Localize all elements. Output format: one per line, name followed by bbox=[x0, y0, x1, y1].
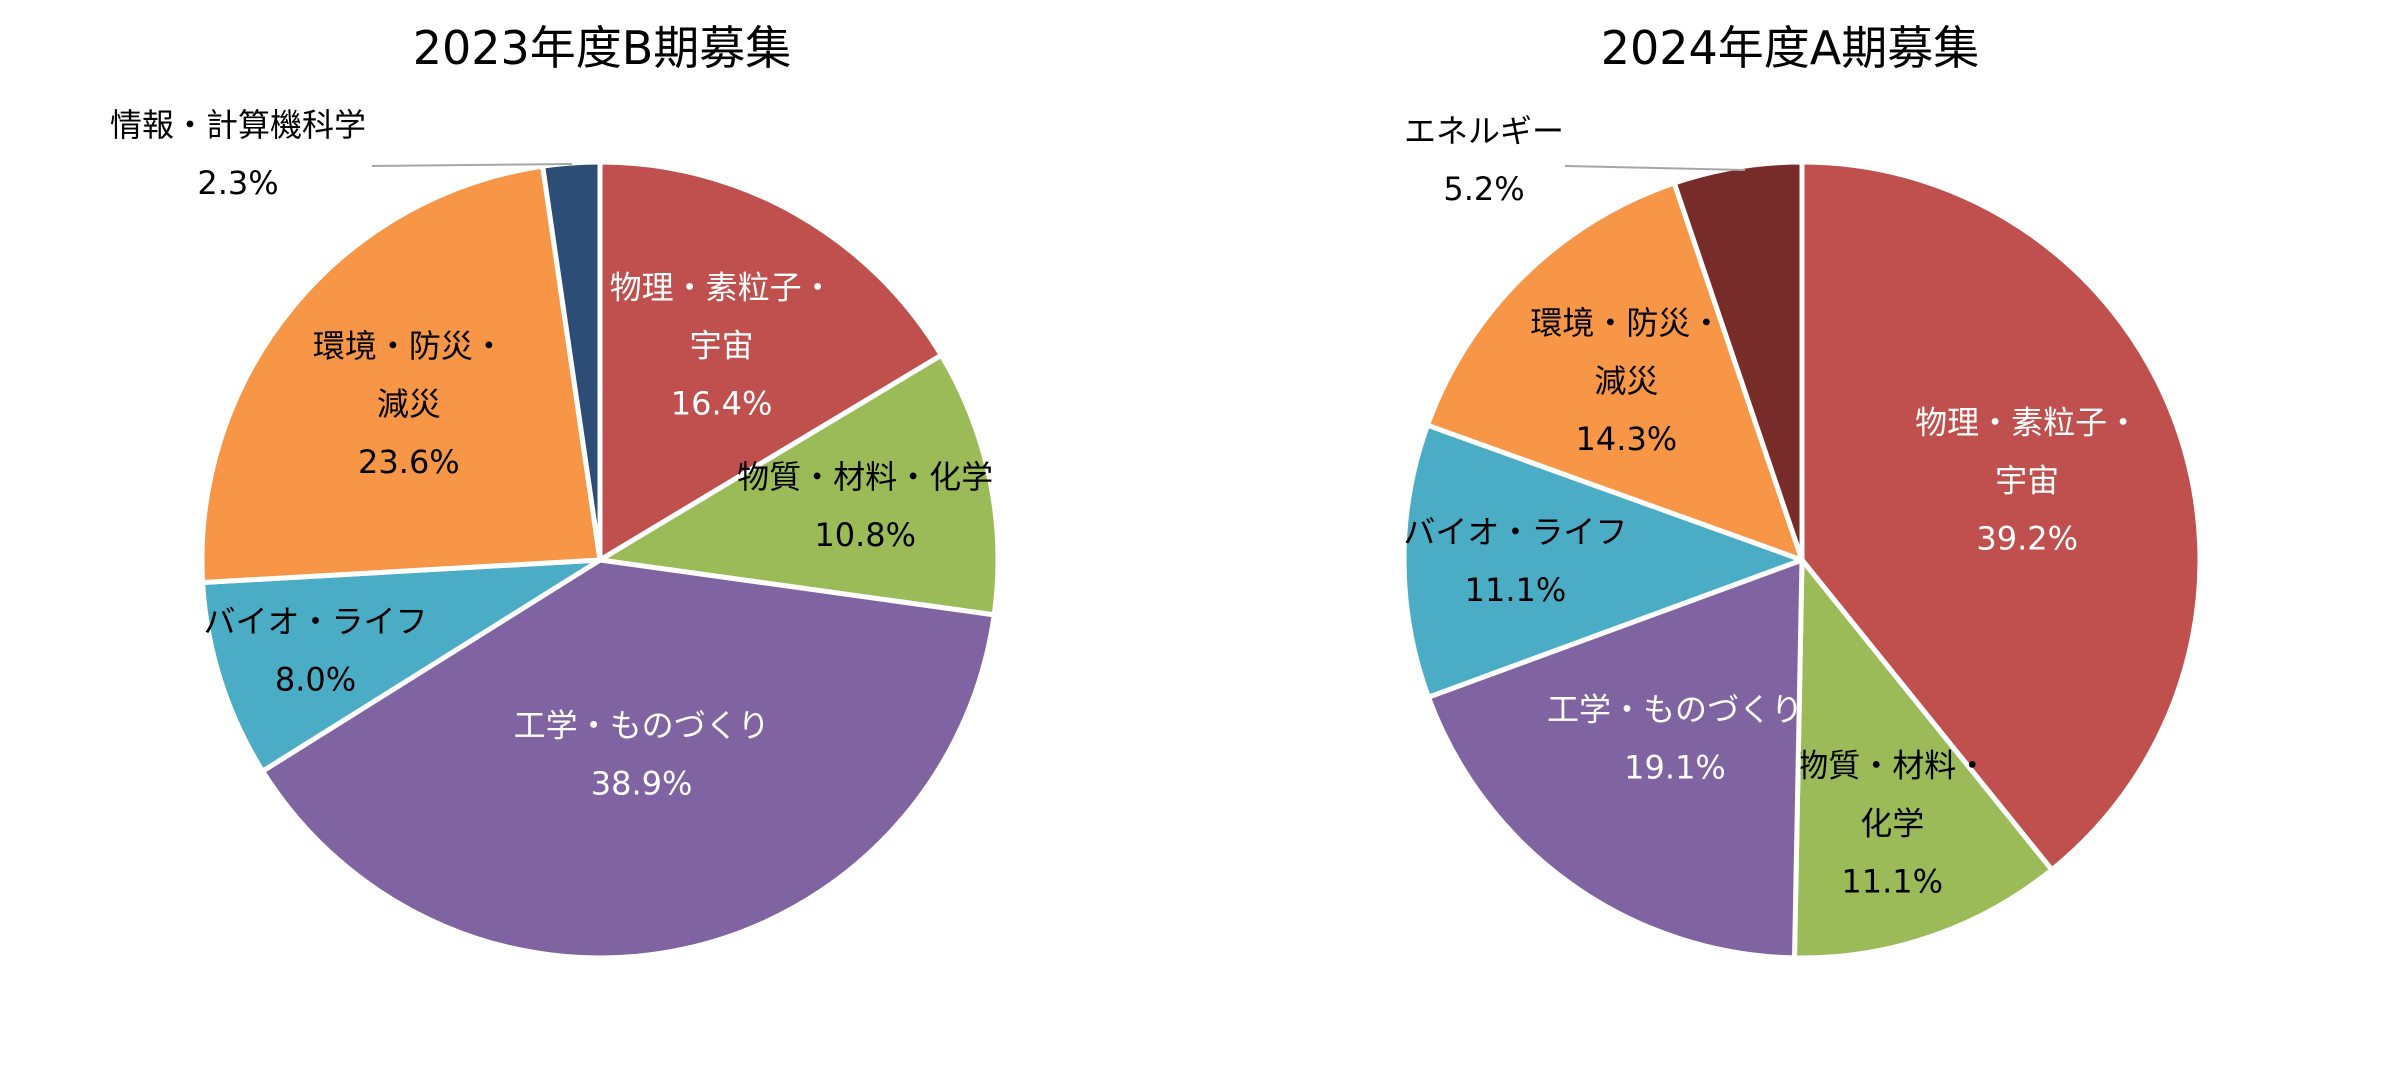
slice-category-label: 物理・素粒子・ bbox=[610, 268, 834, 306]
leader-line bbox=[1564, 165, 1746, 171]
slice-category-label: バイオ・ライフ bbox=[204, 602, 428, 640]
slice-value-label: 11.1% bbox=[1465, 571, 1567, 609]
slice-value-label: 39.2% bbox=[1976, 520, 2078, 558]
slice-category-label: エネルギー bbox=[1404, 112, 1564, 150]
slice-value-label: 10.8% bbox=[814, 516, 916, 554]
pie-slice bbox=[1792, 557, 2055, 961]
pie-slice bbox=[1425, 557, 1805, 961]
pie-slice bbox=[200, 557, 603, 774]
pie-slice bbox=[1425, 180, 1805, 563]
slice-value-label: 5.2% bbox=[1443, 170, 1524, 208]
chart-title-2023b: 2023年度B期募集 bbox=[413, 21, 792, 75]
slice-category-label: 減災 bbox=[1594, 362, 1658, 400]
chart-title-2024a: 2024年度A期募集 bbox=[1601, 21, 1980, 75]
slice-category-label: 情報・計算機科学 bbox=[110, 106, 366, 144]
leader-line bbox=[371, 163, 573, 167]
pie-slice bbox=[1401, 422, 1805, 700]
pie-chart-2024a: 2024年度A期募集 物理・素粒子・宇宙 39.2% 物質・材料・化学 11.1% 工学… bbox=[1401, 21, 2203, 961]
slice-category-label: 工学・ものづくり bbox=[1547, 690, 1803, 728]
pie-slices-2024a: 物理・素粒子・宇宙 39.2% 物質・材料・化学 11.1% 工学・ものづくり 19.1%… bbox=[1401, 112, 2203, 961]
slice-value-label: 2.3% bbox=[197, 164, 278, 202]
slice-category-label: バイオ・ライフ bbox=[1403, 513, 1627, 551]
slice-value-label: 8.0% bbox=[275, 660, 356, 698]
pie-slice bbox=[199, 163, 603, 585]
pie-slice bbox=[597, 352, 1001, 618]
slice-category-label: 工学・ものづくり bbox=[514, 707, 770, 745]
slice-value-label: 14.3% bbox=[1576, 420, 1678, 458]
slice-value-label: 16.4% bbox=[671, 384, 773, 422]
pie-slice bbox=[1799, 159, 2203, 873]
slice-category-label: 減災 bbox=[377, 385, 441, 423]
slice-category-label: 物質・材料・ bbox=[1796, 747, 1988, 785]
slice-category-label: 環境・防災・ bbox=[313, 327, 505, 365]
slice-value-label: 11.1% bbox=[1841, 863, 1943, 901]
pie-chart-2023b: 2023年度B期募集 物理・素粒子・宇宙 16.4% 物質・材料・化学 10.8% 工学… bbox=[110, 21, 1001, 961]
slice-category-label: 物理・素粒子・ bbox=[1915, 404, 2139, 442]
slice-category-label: 物質・材料・化学 bbox=[737, 458, 993, 496]
pie-slices-2023b: 物理・素粒子・宇宙 16.4% 物質・材料・化学 10.8% 工学・ものづくり 38.9%… bbox=[110, 106, 1001, 961]
slice-category-label: 環境・防災・ bbox=[1530, 304, 1722, 342]
slice-value-label: 23.6% bbox=[358, 443, 460, 481]
slice-category-label: 宇宙 bbox=[1995, 462, 2059, 500]
pie-slice bbox=[597, 159, 944, 563]
slice-category-label: 宇宙 bbox=[690, 326, 754, 364]
pie-slice bbox=[1671, 159, 1805, 563]
slice-value-label: 19.1% bbox=[1624, 748, 1726, 786]
slice-category-label: 化学 bbox=[1860, 805, 1924, 843]
slice-value-label: 38.9% bbox=[591, 765, 693, 803]
